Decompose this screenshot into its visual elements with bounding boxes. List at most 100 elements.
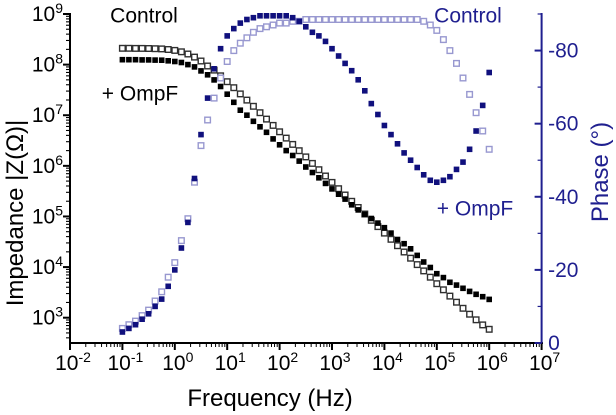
data-point-marker — [289, 14, 296, 21]
data-point-marker — [132, 321, 139, 328]
data-point-marker — [342, 60, 348, 67]
data-point-marker — [296, 158, 302, 164]
frequency-tick-label: 104 — [372, 349, 403, 375]
data-point-marker — [355, 207, 361, 213]
data-point-marker — [427, 264, 434, 271]
frequency-tick-label: 102 — [267, 349, 298, 375]
data-point-marker — [191, 175, 198, 182]
data-point-marker — [381, 224, 388, 231]
data-point-marker — [316, 175, 322, 181]
data-point-marker — [119, 329, 126, 335]
data-point-marker — [249, 28, 257, 36]
data-point-marker — [388, 131, 394, 138]
data-point-marker — [433, 26, 441, 34]
data-point-marker — [152, 57, 158, 63]
data-point-marker — [414, 164, 420, 171]
data-point-marker — [420, 259, 427, 265]
data-point-marker — [151, 297, 159, 305]
data-point-marker — [164, 46, 172, 54]
phase-tick-label: -80 — [548, 40, 578, 63]
data-point-marker — [453, 59, 461, 67]
data-point-marker — [237, 20, 244, 26]
data-point-marker — [308, 159, 316, 167]
data-point-marker — [118, 44, 126, 52]
data-point-marker — [171, 46, 179, 54]
data-point-marker — [400, 248, 408, 256]
data-point-marker — [204, 62, 212, 70]
right-axis-title: Phase (°) — [587, 121, 614, 223]
data-point-marker — [322, 38, 329, 45]
data-point-marker — [190, 53, 198, 61]
data-point-marker — [178, 59, 185, 66]
impedance-tick-label: 105 — [32, 202, 63, 228]
data-point-marker — [282, 19, 290, 27]
data-point-marker — [151, 45, 159, 53]
data-point-marker — [354, 16, 362, 24]
data-point-marker — [486, 69, 492, 76]
data-point-marker — [348, 67, 355, 74]
data-point-marker — [447, 279, 453, 286]
data-point-marker — [427, 177, 434, 184]
data-point-marker — [244, 16, 250, 23]
x-axis-title: Frequency (Hz) — [187, 385, 353, 412]
data-point-marker — [172, 267, 178, 273]
data-point-marker — [289, 152, 296, 159]
data-point-marker — [387, 16, 395, 24]
data-point-marker — [276, 128, 284, 136]
data-point-marker — [466, 90, 474, 98]
data-point-marker — [466, 288, 473, 295]
data-point-marker — [388, 230, 394, 236]
data-point-marker — [256, 109, 264, 117]
data-point-marker — [446, 47, 454, 55]
data-point-marker — [158, 296, 165, 302]
data-point-marker — [236, 39, 244, 47]
data-point-marker — [139, 57, 145, 63]
data-point-marker — [472, 316, 480, 324]
data-point-marker — [309, 169, 316, 176]
data-point-marker — [289, 140, 297, 148]
data-point-marker — [276, 13, 283, 19]
data-point-marker — [211, 66, 217, 72]
data-point-marker — [224, 91, 230, 97]
data-point-marker — [439, 286, 447, 294]
data-point-marker — [335, 53, 342, 59]
impedance-tick-label: 104 — [32, 253, 63, 279]
phase-tick-label: 0 — [548, 332, 560, 355]
data-point-marker — [269, 21, 277, 29]
data-point-marker — [348, 16, 356, 24]
impedance-tick-label: 108 — [32, 51, 63, 77]
phase-tick-label: -40 — [548, 186, 578, 209]
data-point-marker — [479, 321, 487, 329]
data-point-marker — [413, 16, 421, 24]
data-point-marker — [322, 172, 330, 180]
data-point-marker — [126, 56, 132, 63]
data-point-marker — [348, 202, 355, 208]
data-point-marker — [367, 16, 375, 24]
data-point-marker — [381, 122, 388, 129]
data-point-marker — [131, 44, 139, 52]
data-point-marker — [362, 211, 368, 218]
data-point-marker — [380, 229, 388, 237]
data-point-marker — [335, 185, 343, 193]
data-point-marker — [217, 45, 224, 52]
data-point-marker — [329, 45, 335, 52]
data-point-marker — [479, 293, 486, 300]
data-point-marker — [479, 127, 487, 135]
data-point-marker — [295, 147, 303, 155]
control-phase-series-label: Control — [434, 4, 502, 28]
data-point-marker — [460, 159, 466, 165]
data-point-marker — [434, 179, 440, 185]
series-control-phase — [118, 16, 493, 332]
data-point-marker — [466, 146, 473, 153]
data-point-marker — [145, 311, 152, 317]
data-point-marker — [257, 124, 263, 130]
data-point-marker — [453, 298, 461, 306]
data-point-marker — [270, 13, 276, 19]
data-point-marker — [231, 25, 237, 32]
data-point-marker — [485, 325, 493, 333]
data-point-marker — [400, 16, 408, 24]
data-point-marker — [125, 44, 133, 52]
frequency-tick-label: 100 — [162, 349, 193, 375]
data-point-marker — [138, 44, 146, 52]
